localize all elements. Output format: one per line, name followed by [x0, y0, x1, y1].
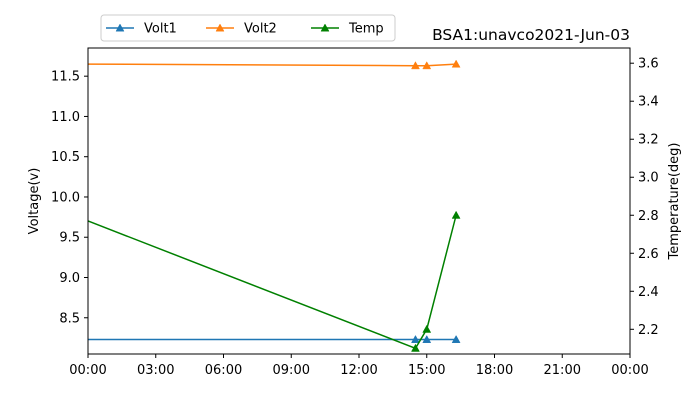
- legend-box: [100, 14, 396, 42]
- y2-tick-label: 2.8: [638, 209, 659, 224]
- y2-tick-label: 2.4: [638, 285, 659, 300]
- data-point-volt2: [411, 61, 420, 70]
- y-tick-label: 10.5: [51, 150, 80, 165]
- y-tick-label: 11.5: [51, 70, 80, 85]
- y2-tick-label: 3.2: [638, 133, 659, 148]
- legend-marker-temp: [320, 23, 330, 32]
- y-axis-left: 8.5 9.0 9.5 10.0 10.5 11.0 11.5: [51, 70, 88, 326]
- y2-tick-label: 3.4: [638, 95, 659, 110]
- x-tick-label: 00:00: [611, 363, 648, 378]
- chart-title: BSA1:unavco2021-Jun-03: [432, 26, 630, 44]
- data-point-volt1: [422, 334, 432, 343]
- data-point-volt1: [411, 334, 420, 343]
- series-line-temp: [87, 215, 457, 350]
- y2-tick-label: 3.6: [638, 57, 659, 72]
- legend: Volt1 Volt2 Temp: [100, 14, 396, 42]
- y2-axis-label: Temperature(deg): [667, 143, 682, 261]
- y-axis-label: Voltage(v): [27, 168, 42, 235]
- y-axis-right: 2.2 2.4 2.6 2.8 3.0 3.2 3.4 3.6: [630, 57, 659, 338]
- x-tick-label: 15:00: [408, 363, 445, 378]
- y-tick-label: 8.5: [59, 311, 80, 326]
- y-tick-label: 9.5: [59, 231, 80, 246]
- data-point-temp: [451, 210, 461, 219]
- x-tick-label: 09:00: [273, 363, 310, 378]
- legend-label-volt2: Volt2: [244, 22, 277, 37]
- x-tick-label: 06:00: [205, 363, 242, 378]
- x-tick-label: 18:00: [476, 363, 513, 378]
- data-point-volt2: [422, 61, 432, 70]
- plot-series: [87, 59, 461, 352]
- data-point-temp: [411, 343, 420, 352]
- x-tick-label: 21:00: [544, 363, 581, 378]
- series-line-volt2: [87, 63, 457, 67]
- y-tick-label: 9.0: [59, 271, 80, 286]
- legend-marker-volt1: [115, 23, 125, 32]
- x-axis: 00:00 03:00 06:00 09:00 12:00 15:00 18:00 21:00…: [69, 354, 649, 378]
- x-tick-label: 12:00: [340, 363, 377, 378]
- y2-tick-label: 3.0: [638, 171, 659, 186]
- y-tick-label: 11.0: [51, 110, 80, 125]
- legend-label-volt1: Volt1: [144, 22, 177, 37]
- legend-marker-volt2: [215, 23, 225, 32]
- y2-tick-label: 2.2: [638, 323, 659, 338]
- data-point-temp: [422, 324, 432, 333]
- data-point-volt1: [451, 334, 461, 343]
- y2-tick-label: 2.6: [638, 247, 659, 262]
- x-tick-label: 00:00: [69, 363, 106, 378]
- legend-label-temp: Temp: [348, 22, 384, 37]
- data-point-volt2: [451, 59, 461, 68]
- x-tick-label: 03:00: [137, 363, 174, 378]
- y-tick-label: 10.0: [51, 190, 80, 205]
